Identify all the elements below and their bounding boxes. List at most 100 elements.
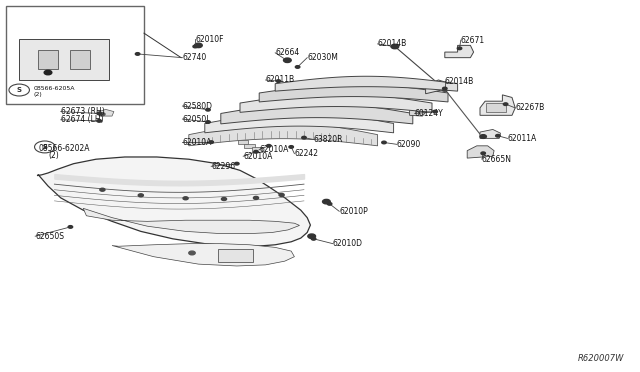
- Circle shape: [457, 47, 462, 50]
- Polygon shape: [37, 157, 310, 246]
- Circle shape: [285, 59, 289, 61]
- Circle shape: [442, 87, 448, 91]
- Circle shape: [253, 150, 259, 153]
- Text: (2): (2): [33, 92, 42, 97]
- Text: 62011B: 62011B: [266, 76, 295, 84]
- Circle shape: [97, 119, 101, 122]
- Circle shape: [381, 141, 387, 144]
- Circle shape: [391, 44, 399, 49]
- Circle shape: [504, 103, 508, 106]
- Circle shape: [443, 87, 447, 90]
- Circle shape: [68, 225, 73, 228]
- Circle shape: [289, 145, 293, 148]
- Text: 62740: 62740: [182, 53, 207, 62]
- Polygon shape: [99, 109, 114, 116]
- Circle shape: [253, 196, 259, 199]
- Text: 62011A: 62011A: [508, 134, 537, 143]
- Text: 62296: 62296: [211, 162, 236, 171]
- Polygon shape: [410, 109, 426, 116]
- Circle shape: [9, 84, 29, 96]
- Text: 62267B: 62267B: [515, 103, 545, 112]
- Bar: [218, 249, 253, 262]
- Text: 62014B: 62014B: [378, 39, 407, 48]
- Text: 62030M: 62030M: [307, 53, 338, 62]
- Bar: [238, 140, 248, 144]
- Polygon shape: [189, 123, 378, 146]
- Polygon shape: [275, 76, 458, 91]
- Text: 62580D: 62580D: [182, 102, 212, 110]
- Text: 62010A: 62010A: [259, 145, 289, 154]
- Circle shape: [481, 152, 486, 155]
- Polygon shape: [445, 45, 474, 58]
- Text: 62010A: 62010A: [182, 138, 212, 147]
- Circle shape: [44, 70, 52, 75]
- Circle shape: [206, 108, 210, 111]
- Polygon shape: [259, 84, 448, 102]
- Text: 62674 (LH): 62674 (LH): [61, 115, 104, 124]
- Circle shape: [100, 188, 105, 191]
- Circle shape: [195, 43, 202, 48]
- Bar: [70, 50, 90, 69]
- Text: 08566-6202A: 08566-6202A: [38, 144, 90, 153]
- Circle shape: [323, 199, 330, 204]
- Circle shape: [35, 141, 55, 153]
- Bar: [38, 50, 58, 69]
- Polygon shape: [83, 208, 300, 234]
- Text: 62673 (RH): 62673 (RH): [61, 107, 104, 116]
- Circle shape: [496, 134, 500, 137]
- Text: 08566-6205A: 08566-6205A: [33, 86, 75, 91]
- Text: (2): (2): [48, 151, 59, 160]
- Circle shape: [221, 198, 227, 201]
- Circle shape: [276, 80, 280, 83]
- Circle shape: [308, 234, 316, 238]
- Text: 62010A: 62010A: [243, 152, 273, 161]
- Circle shape: [234, 162, 239, 165]
- Circle shape: [209, 141, 214, 143]
- Text: 62664: 62664: [275, 48, 300, 57]
- Text: S: S: [42, 144, 47, 150]
- Text: 62242: 62242: [294, 149, 319, 158]
- Polygon shape: [486, 103, 506, 112]
- Bar: [244, 144, 255, 148]
- Text: 62671: 62671: [461, 36, 485, 45]
- Circle shape: [97, 112, 101, 115]
- Circle shape: [193, 45, 197, 48]
- Circle shape: [284, 58, 291, 62]
- Text: S: S: [17, 87, 22, 93]
- Text: R620007W: R620007W: [578, 354, 624, 363]
- FancyBboxPatch shape: [19, 39, 109, 80]
- Circle shape: [183, 197, 188, 200]
- Text: 62650S: 62650S: [35, 232, 64, 241]
- Circle shape: [189, 251, 195, 255]
- Polygon shape: [240, 93, 432, 112]
- Bar: [6, 6, 144, 104]
- Polygon shape: [205, 112, 394, 133]
- Circle shape: [100, 113, 105, 116]
- Circle shape: [206, 121, 210, 123]
- Text: 60124Y: 60124Y: [415, 109, 444, 118]
- Circle shape: [138, 194, 143, 197]
- Circle shape: [267, 144, 271, 147]
- Circle shape: [328, 202, 332, 205]
- Polygon shape: [467, 146, 494, 158]
- Text: 63820R: 63820R: [314, 135, 343, 144]
- Circle shape: [480, 135, 486, 138]
- Circle shape: [296, 65, 300, 68]
- Bar: [252, 147, 262, 152]
- Circle shape: [433, 110, 438, 113]
- Text: 62665N: 62665N: [482, 155, 512, 164]
- Polygon shape: [112, 244, 294, 266]
- Circle shape: [302, 136, 307, 139]
- Text: 62090: 62090: [397, 140, 421, 149]
- Polygon shape: [426, 80, 447, 94]
- Circle shape: [279, 193, 284, 196]
- Circle shape: [136, 52, 140, 55]
- Polygon shape: [480, 95, 515, 115]
- Circle shape: [392, 45, 396, 48]
- Text: 62010F: 62010F: [195, 35, 224, 44]
- Text: 62010P: 62010P: [339, 207, 368, 216]
- Circle shape: [312, 238, 316, 240]
- Polygon shape: [480, 129, 500, 138]
- Text: 62014B: 62014B: [445, 77, 474, 86]
- Text: 62050J: 62050J: [182, 115, 209, 124]
